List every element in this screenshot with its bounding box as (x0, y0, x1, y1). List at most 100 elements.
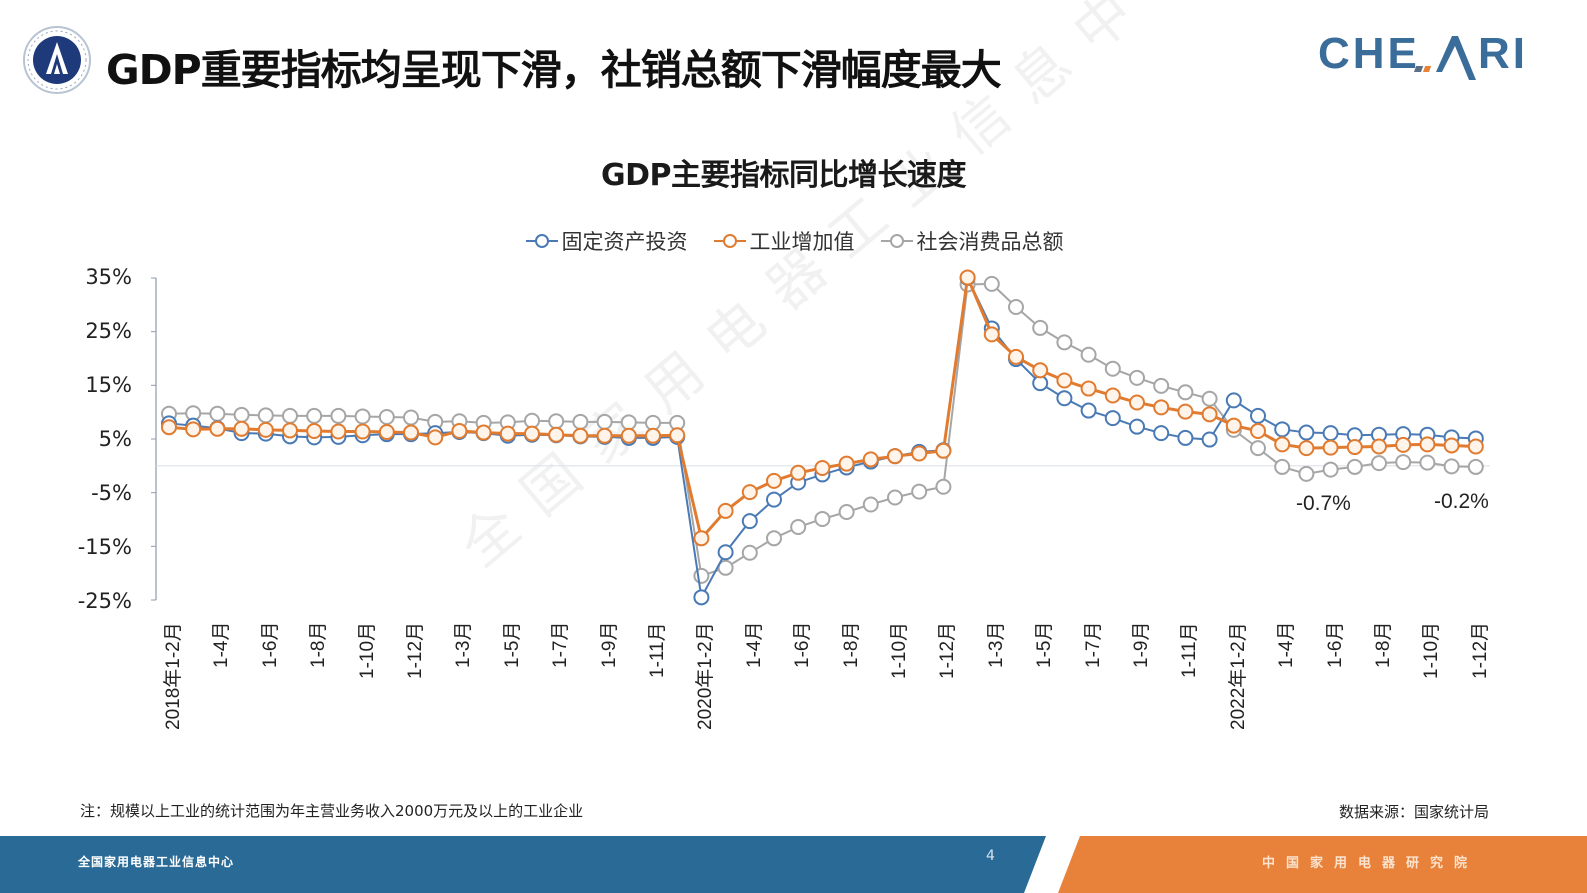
data-point-marker (935, 478, 952, 495)
data-point-marker (620, 427, 637, 444)
data-point-marker (1080, 402, 1097, 419)
x-tick-label: 1-10月 (356, 621, 378, 679)
x-tick-label: 1-6月 (259, 621, 281, 668)
data-point-marker (572, 413, 589, 430)
y-tick-label: -15% (77, 535, 132, 559)
data-point-marker (766, 472, 782, 489)
data-point-marker (983, 275, 1000, 292)
slide-title: GDP重要指标均呈现下滑，社销总额下滑幅度最大 (106, 46, 1002, 94)
data-point-marker (1371, 455, 1387, 472)
y-tick-label: 15% (85, 373, 132, 397)
data-point-marker (257, 407, 274, 424)
data-point-marker (1274, 458, 1291, 475)
data-point-marker (1250, 407, 1266, 424)
legend-label: 社会消费品总额 (916, 230, 1064, 254)
data-label-retail-2022-jun: -0.7% (1296, 492, 1351, 515)
legend-label: 工业增加值 (749, 230, 855, 254)
data-point-marker (1346, 439, 1363, 456)
data-point-marker (572, 427, 589, 444)
data-point-marker (185, 421, 202, 438)
x-tick-label: 1-4月 (211, 621, 233, 668)
data-point-marker (1129, 394, 1145, 411)
x-tick-label: 1-9月 (1131, 621, 1152, 668)
data-point-marker (1177, 429, 1194, 446)
data-point-marker (741, 544, 758, 561)
data-point-marker (282, 422, 298, 439)
y-tick-label: 35% (85, 265, 132, 289)
data-point-marker (766, 491, 782, 508)
x-tick-label: 1-12月 (1469, 621, 1491, 679)
data-point-marker (1298, 424, 1315, 441)
data-source: 数据来源：国家统计局 (1338, 803, 1489, 821)
footer-org-left: 全国家用电器工业信息中心 (78, 855, 235, 869)
footnote: 注：规模以上工业的统计范围为年主营业务收入2000万元及以上的工业企业 (80, 802, 584, 820)
data-point-marker (1274, 421, 1291, 438)
data-point-marker (983, 326, 1000, 343)
data-point-marker (1104, 387, 1121, 404)
x-tick-label: 1-10月 (1421, 621, 1443, 679)
institute-seal-logo-icon (23, 26, 91, 94)
x-tick-label: 2020年1-2月 (695, 622, 717, 730)
chart-title: GDP主要指标同比增长速度 (600, 158, 967, 193)
data-point-marker (306, 422, 323, 439)
data-point-marker (1419, 454, 1436, 471)
gray-line-circle-marker-icon (880, 234, 913, 248)
legend-item-retail-sales: 社会消费品总额 (879, 226, 1064, 256)
chart-legend: 固定资产投资 工业增加值 社会消费品总额 (0, 226, 1587, 256)
data-point-marker (1419, 436, 1436, 453)
x-tick-label: 1-5月 (501, 621, 523, 668)
data-point-marker (451, 422, 468, 439)
x-tick-label: 1-11月 (1179, 622, 1201, 678)
data-point-marker (378, 408, 395, 425)
data-point-marker (1201, 406, 1218, 423)
data-point-marker (1153, 377, 1170, 394)
data-point-marker (717, 544, 734, 561)
data-point-marker (1371, 438, 1387, 455)
data-point-marker (1298, 440, 1315, 457)
series-1 (161, 269, 1484, 547)
data-point-marker (1080, 380, 1097, 397)
data-point-marker (1104, 410, 1121, 427)
page-number: 4 (986, 848, 995, 864)
data-point-marker (282, 407, 298, 424)
data-point-marker (1177, 403, 1194, 420)
cheari-logo-icon: CHE RI (1318, 29, 1528, 80)
data-point-marker (1056, 372, 1073, 389)
y-tick-label: -25% (77, 589, 132, 613)
data-point-marker (209, 420, 226, 437)
data-point-marker (669, 427, 686, 444)
data-point-marker (1008, 298, 1024, 315)
data-point-marker (1056, 390, 1073, 407)
data-point-marker (1056, 334, 1073, 351)
data-point-marker (1032, 319, 1049, 336)
svg-text:CHE: CHE (1318, 29, 1420, 78)
data-point-marker (1250, 440, 1266, 457)
data-point-marker (887, 448, 903, 465)
data-point-marker (596, 413, 613, 430)
data-point-marker (1177, 384, 1194, 401)
data-point-marker (1322, 461, 1339, 478)
data-point-marker (354, 408, 371, 425)
y-tick-label: -5% (91, 481, 132, 505)
data-point-marker (1346, 458, 1363, 475)
data-point-marker (524, 425, 540, 442)
data-point-marker (1153, 399, 1170, 416)
svg-text:RI: RI (1478, 29, 1528, 78)
data-point-marker (1250, 422, 1266, 439)
x-tick-label: 1-11月 (647, 622, 668, 678)
x-tick-label: 1-3月 (985, 621, 1007, 668)
legend-item-industrial-value-added: 工业增加值 (712, 226, 855, 256)
orange-line-circle-marker-icon (713, 234, 746, 248)
data-point-marker (427, 429, 444, 446)
data-point-marker (1443, 437, 1460, 454)
data-point-marker (1201, 431, 1218, 448)
data-point-marker (233, 420, 250, 437)
data-point-marker (693, 589, 710, 606)
data-point-marker (1443, 458, 1460, 475)
data-point-marker (645, 427, 661, 444)
data-point-marker (596, 427, 613, 444)
y-tick-label: 25% (85, 319, 132, 343)
data-point-marker (1225, 417, 1242, 434)
data-point-marker (161, 419, 177, 436)
